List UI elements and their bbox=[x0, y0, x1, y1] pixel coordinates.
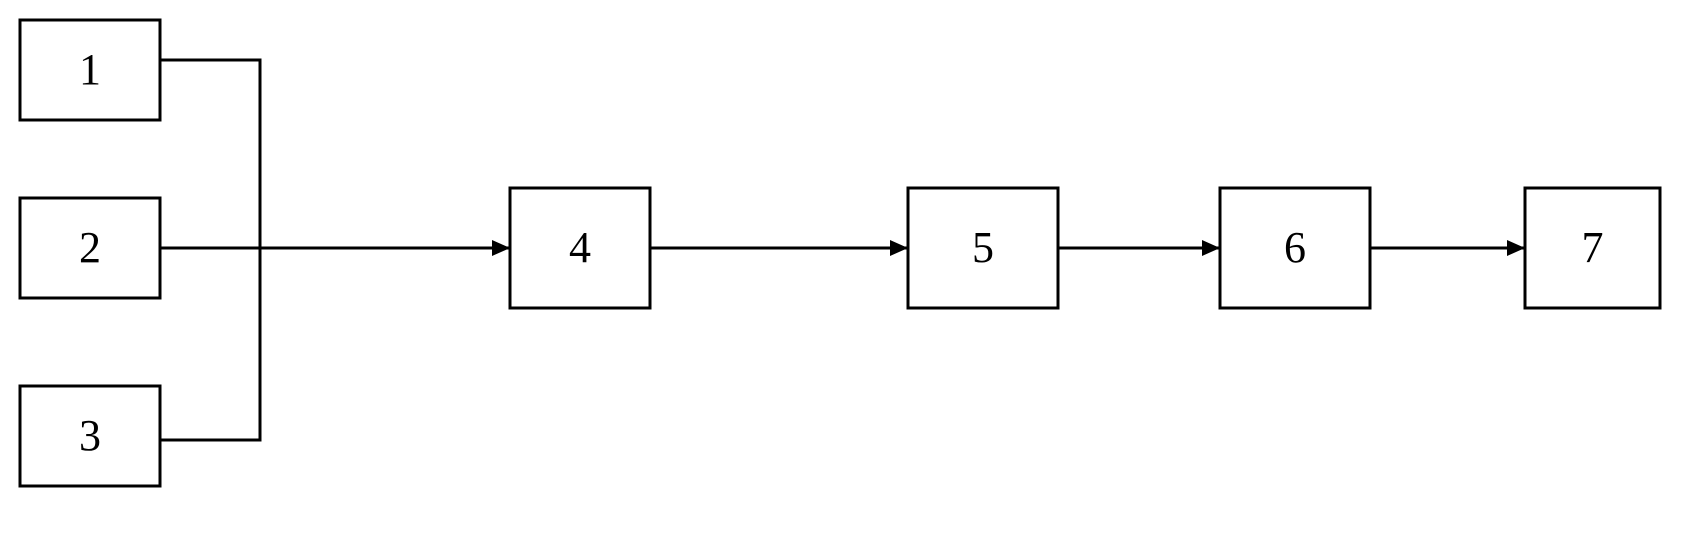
flowchart-canvas: 1 2 3 4 5 6 7 bbox=[0, 0, 1681, 533]
node-n3: 3 bbox=[20, 386, 160, 486]
node-label-n4: 4 bbox=[569, 223, 591, 272]
node-n1: 1 bbox=[20, 20, 160, 120]
node-label-n6: 6 bbox=[1284, 223, 1306, 272]
node-n7: 7 bbox=[1525, 188, 1660, 308]
node-n2: 2 bbox=[20, 198, 160, 298]
node-n5: 5 bbox=[908, 188, 1058, 308]
edge-e3 bbox=[160, 248, 260, 440]
node-label-n2: 2 bbox=[79, 223, 101, 272]
node-n4: 4 bbox=[510, 188, 650, 308]
node-label-n1: 1 bbox=[79, 45, 101, 94]
node-label-n3: 3 bbox=[79, 411, 101, 460]
node-label-n5: 5 bbox=[972, 223, 994, 272]
edge-e1 bbox=[160, 60, 260, 248]
node-label-n7: 7 bbox=[1582, 223, 1604, 272]
node-n6: 6 bbox=[1220, 188, 1370, 308]
